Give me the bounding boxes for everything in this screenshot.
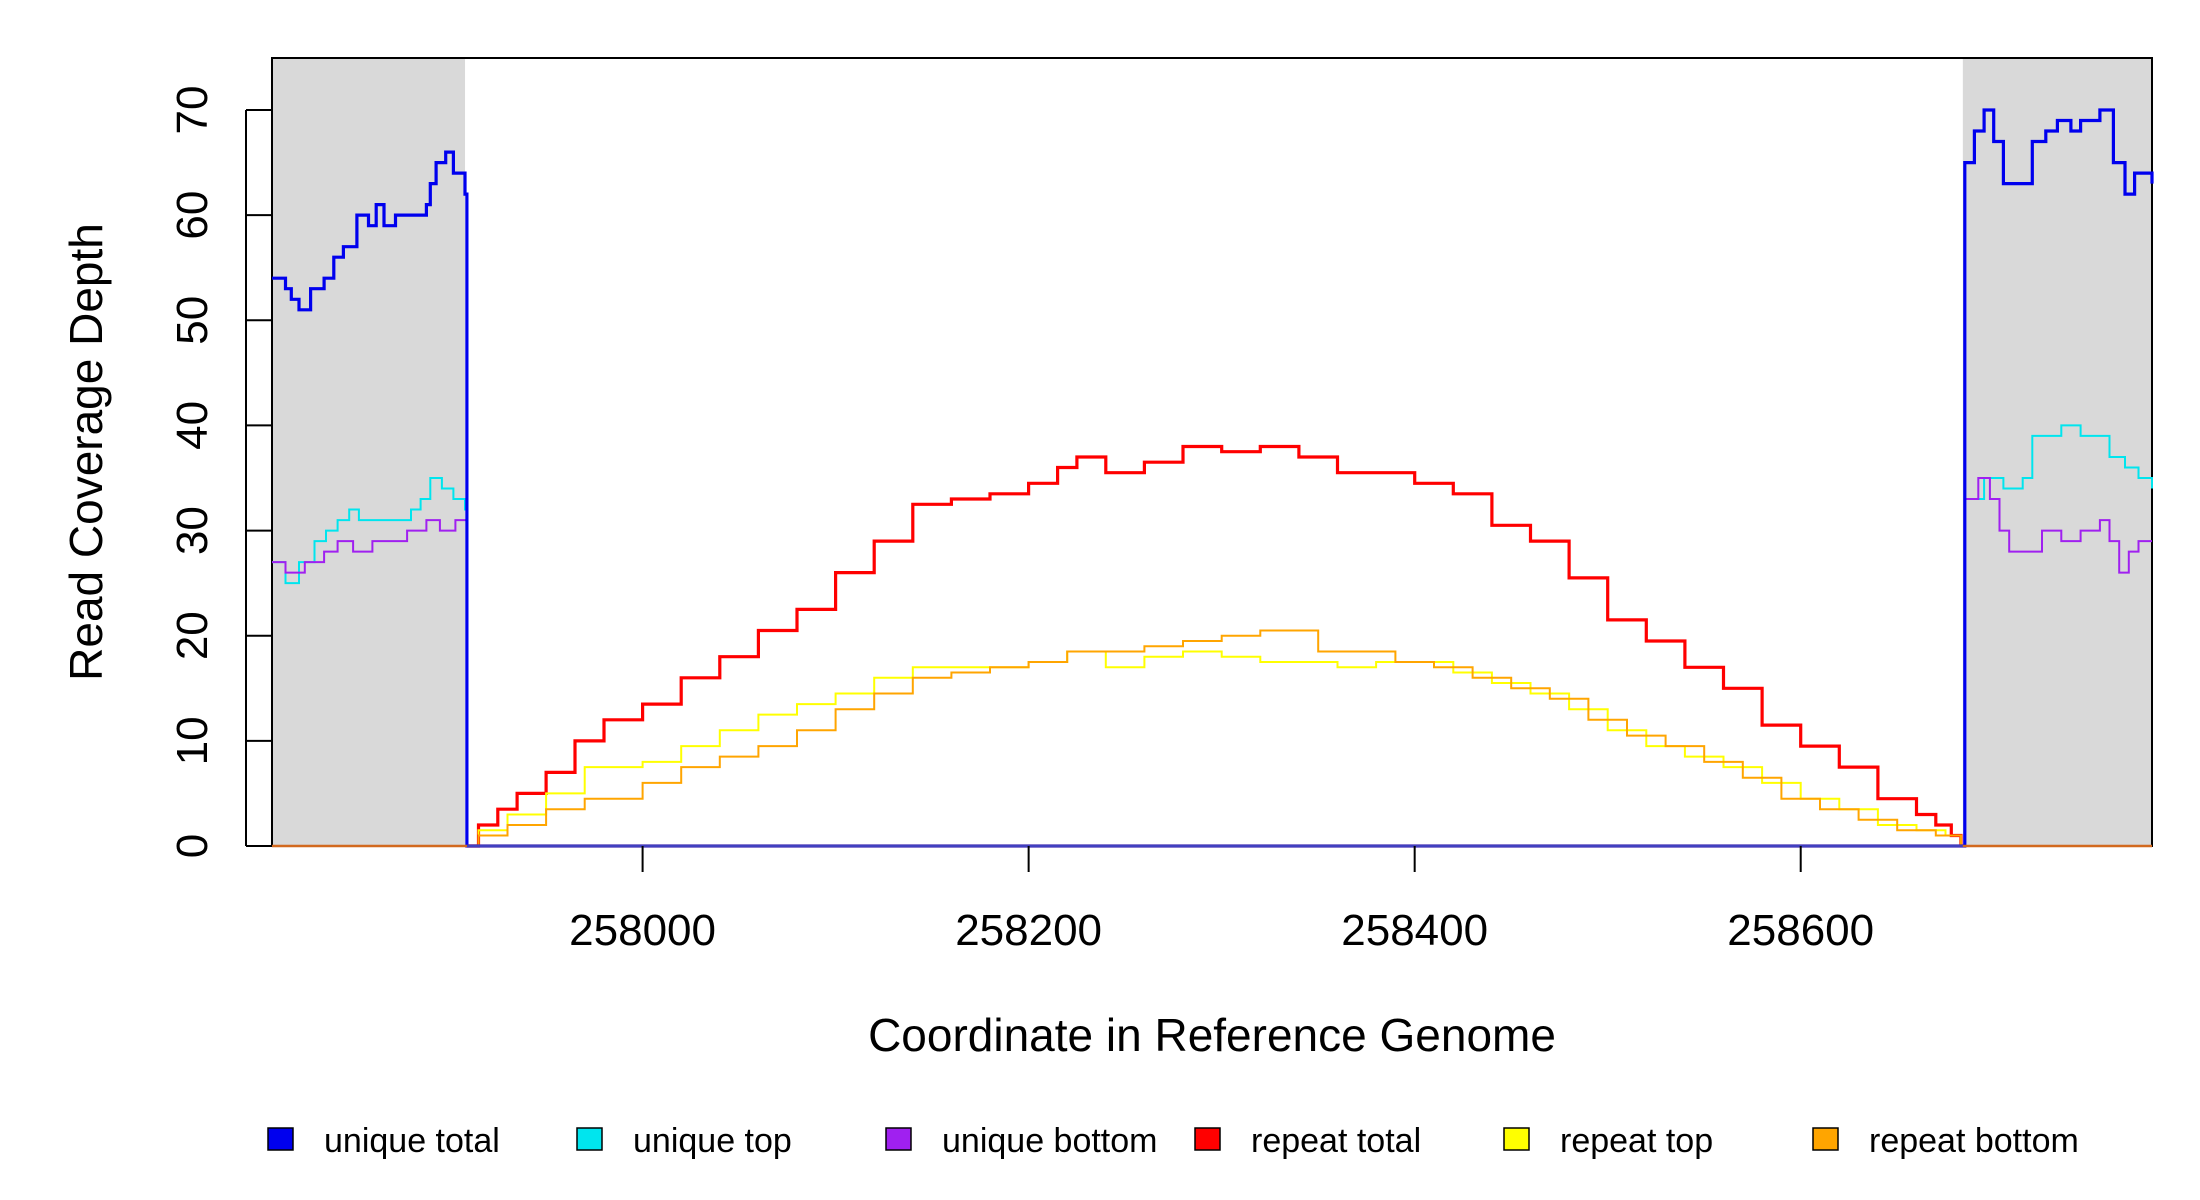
legend-item-repeat-total: repeat total (1194, 1122, 1421, 1160)
legend-swatch (576, 1127, 603, 1151)
x-tick-label-258400: 258400 (1341, 906, 1488, 955)
unique-region-shading (272, 58, 2152, 846)
legend-item-repeat-bottom: repeat bottom (1812, 1122, 2079, 1160)
legend-label: repeat bottom (1869, 1122, 2079, 1160)
series-unique-top (272, 424, 2153, 847)
legend-swatch (885, 1127, 912, 1151)
legend-label: unique top (633, 1122, 792, 1160)
series-unique-bottom (272, 477, 2152, 847)
legend-item-unique-top: unique top (576, 1122, 792, 1160)
legend-swatch (267, 1127, 294, 1151)
legend-swatch (1812, 1127, 1839, 1151)
x-tick-label-258000: 258000 (569, 906, 716, 955)
series-repeat-top (466, 650, 1962, 847)
legend-label: repeat top (1560, 1122, 1713, 1160)
x-tick-label-258200: 258200 (955, 906, 1102, 955)
plot-frame (271, 57, 2153, 847)
y-tick-label-10: 10 (168, 716, 217, 765)
legend-item-repeat-top: repeat top (1503, 1122, 1713, 1160)
unique-region-0 (272, 58, 466, 846)
y-tick-label-0: 0 (168, 834, 217, 858)
legend-label: repeat total (1251, 1122, 1421, 1160)
y-tick-label-30: 30 (168, 506, 217, 555)
y-tick-label-50: 50 (168, 296, 217, 345)
legend-label: unique bottom (942, 1122, 1158, 1160)
legend-item-unique-bottom: unique bottom (885, 1122, 1158, 1160)
y-tick-label-70: 70 (168, 86, 217, 135)
legend-swatch (1194, 1127, 1221, 1151)
y-axis-title: Read Coverage Depth (60, 223, 112, 681)
legend: unique total unique top unique bottom repea… (267, 1122, 2079, 1160)
legend-item-unique-total: unique total (267, 1122, 500, 1160)
y-tick-label-20: 20 (168, 611, 217, 660)
series-unique-total (272, 108, 2154, 848)
series-layer (272, 108, 2154, 848)
unique-region-1 (1962, 58, 2152, 846)
legend-swatch (1503, 1127, 1530, 1151)
y-axis: 0 10 20 30 40 50 60 70 (168, 86, 272, 858)
x-tick-label-258600: 258600 (1727, 906, 1874, 955)
x-axis-title: Coordinate in Reference Genome (868, 1009, 1556, 1061)
x-axis: 258000 258200 258400 258600 (569, 846, 1874, 955)
y-tick-label-60: 60 (168, 191, 217, 240)
series-repeat-total (466, 444, 1963, 848)
y-tick-label-40: 40 (168, 401, 217, 450)
legend-label: unique total (324, 1122, 500, 1160)
series-repeat-bottom (466, 629, 1962, 847)
